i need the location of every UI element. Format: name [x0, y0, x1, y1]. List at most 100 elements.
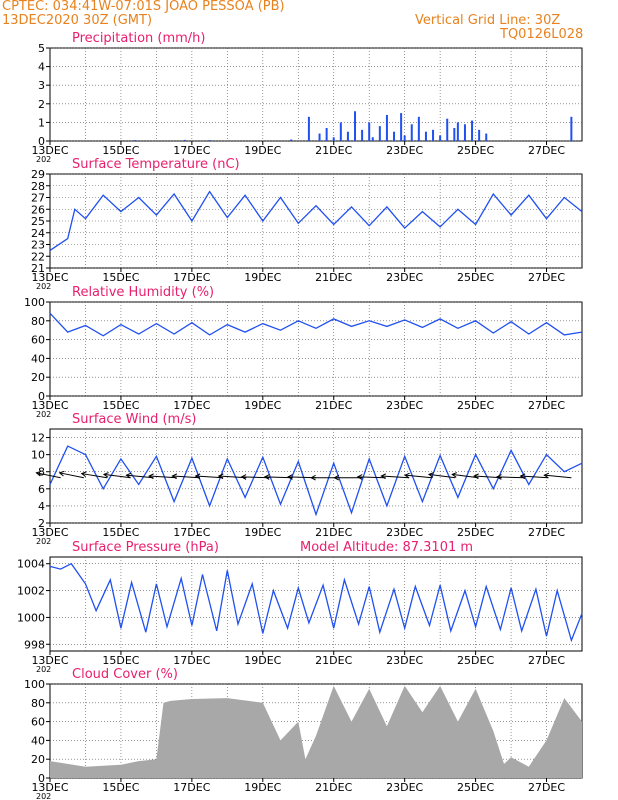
- wind-vector: [452, 473, 479, 479]
- y-tick-label: 60: [31, 716, 45, 729]
- x-tick-label: 21DEC: [315, 399, 352, 412]
- y-tick-label: 4: [38, 500, 45, 513]
- panel-frame: [49, 556, 583, 652]
- x-tick-label: 21DEC: [315, 526, 352, 539]
- wind-vector-head: [495, 474, 502, 480]
- y-tick-label: 1: [38, 116, 45, 129]
- precip-bar: [463, 124, 466, 141]
- wind-vector: [428, 473, 456, 479]
- x-tick-label: 23DEC: [386, 399, 423, 412]
- y-tick-label: 5: [38, 42, 45, 55]
- x-tick-label: 23DEC: [386, 144, 423, 157]
- x-tick-label: 13DEC: [31, 144, 68, 157]
- header-run-code: TQ0126L028: [500, 27, 584, 42]
- precip-bar: [134, 140, 137, 141]
- wind-vector: [404, 474, 433, 479]
- y-tick-label: 4: [38, 61, 45, 74]
- panel-frame: [49, 173, 583, 269]
- y-tick-label: 100: [24, 296, 45, 309]
- wind-vector-head: [171, 473, 178, 480]
- wind-vector-head: [310, 474, 316, 481]
- wind-vector: [264, 476, 293, 479]
- x-tick-label: 17DEC: [173, 271, 210, 284]
- x-tick-label: 27DEC: [528, 654, 565, 667]
- panel-frame: [49, 301, 583, 397]
- panel-title: Surface Pressure (hPa): [72, 540, 219, 555]
- x-tick-label: 25DEC: [457, 781, 494, 794]
- y-tick-label: 25: [31, 215, 45, 228]
- precip-bar: [453, 127, 456, 141]
- precip-bar: [403, 135, 406, 141]
- precip-bar: [439, 135, 442, 141]
- x-tick-label: 19DEC: [244, 144, 281, 157]
- wind-vector-head: [240, 474, 247, 480]
- x-tick-label: 25DEC: [457, 399, 494, 412]
- wind-vector-head: [102, 472, 109, 478]
- y-tick-label: 40: [31, 352, 45, 365]
- panel-title: Surface Temperature (nC): [72, 157, 240, 172]
- precip-bar: [368, 122, 371, 141]
- wind-vector-head: [356, 474, 363, 480]
- wind-vector: [36, 472, 61, 479]
- y-tick-label: 20: [31, 753, 45, 766]
- wind-vector: [59, 472, 84, 479]
- x-tick-label: 27DEC: [528, 271, 565, 284]
- wind-vector: [497, 476, 525, 479]
- wind-vector-head: [380, 473, 387, 480]
- precip-bar: [290, 139, 293, 141]
- x-tick-label: 27DEC: [528, 526, 565, 539]
- wind-vector: [357, 476, 386, 479]
- precip-bar: [361, 129, 364, 141]
- y-tick-label: 40: [31, 734, 45, 747]
- wind-vector-head: [80, 471, 87, 478]
- x-tick-label: 27DEC: [528, 144, 565, 157]
- panel-title: Cloud Cover (%): [72, 667, 178, 682]
- wind-vector-head: [519, 473, 526, 480]
- precip-bar: [183, 139, 186, 141]
- y-tick-label: 1000: [17, 611, 45, 624]
- precip-bar: [570, 116, 573, 141]
- precip-bar: [371, 137, 374, 141]
- y-tick-label: 2: [38, 98, 45, 111]
- y-tick-label: 24: [31, 227, 45, 240]
- year-label: 202: [36, 792, 51, 800]
- precip-bar: [400, 113, 403, 141]
- wind-vector: [149, 475, 177, 479]
- y-tick-label: 27: [31, 192, 45, 205]
- x-tick-label: 15DEC: [102, 654, 139, 667]
- precip-bar: [432, 129, 435, 141]
- wind-vector-head: [35, 470, 42, 477]
- wind-vector-head: [403, 472, 410, 479]
- x-tick-label: 25DEC: [457, 654, 494, 667]
- x-tick-label: 27DEC: [528, 399, 565, 412]
- precip-bar: [417, 116, 420, 141]
- x-tick-label: 13DEC: [31, 271, 68, 284]
- x-tick-label: 23DEC: [386, 781, 423, 794]
- precip-bar: [332, 137, 335, 141]
- panel-title: Relative Humidity (%): [72, 285, 214, 300]
- x-tick-label: 21DEC: [315, 654, 352, 667]
- y-tick-label: 28: [31, 180, 45, 193]
- wind-vector-head: [451, 472, 458, 478]
- precip-bar: [410, 124, 413, 141]
- y-tick-label: 8: [38, 466, 45, 479]
- precip-bar: [478, 129, 481, 141]
- x-tick-label: 13DEC: [31, 781, 68, 794]
- precip-bar: [385, 114, 388, 141]
- y-tick-label: 20: [31, 371, 45, 384]
- y-tick-label: 1002: [17, 585, 45, 598]
- wind-vector-head: [194, 473, 201, 480]
- y-tick-label: 0: [38, 390, 45, 403]
- y-tick-label: 2: [38, 517, 45, 530]
- wind-vector: [544, 474, 572, 479]
- x-tick-label: 19DEC: [244, 271, 281, 284]
- header-grid-note: Vertical Grid Line: 30Z: [415, 13, 561, 28]
- x-tick-label: 17DEC: [173, 781, 210, 794]
- x-tick-label: 25DEC: [457, 526, 494, 539]
- y-tick-label: 12: [31, 432, 45, 445]
- x-tick-label: 21DEC: [315, 781, 352, 794]
- precip-bar: [307, 116, 310, 141]
- x-tick-label: 23DEC: [386, 526, 423, 539]
- y-tick-label: 998: [24, 638, 45, 651]
- wind-vector: [241, 476, 270, 479]
